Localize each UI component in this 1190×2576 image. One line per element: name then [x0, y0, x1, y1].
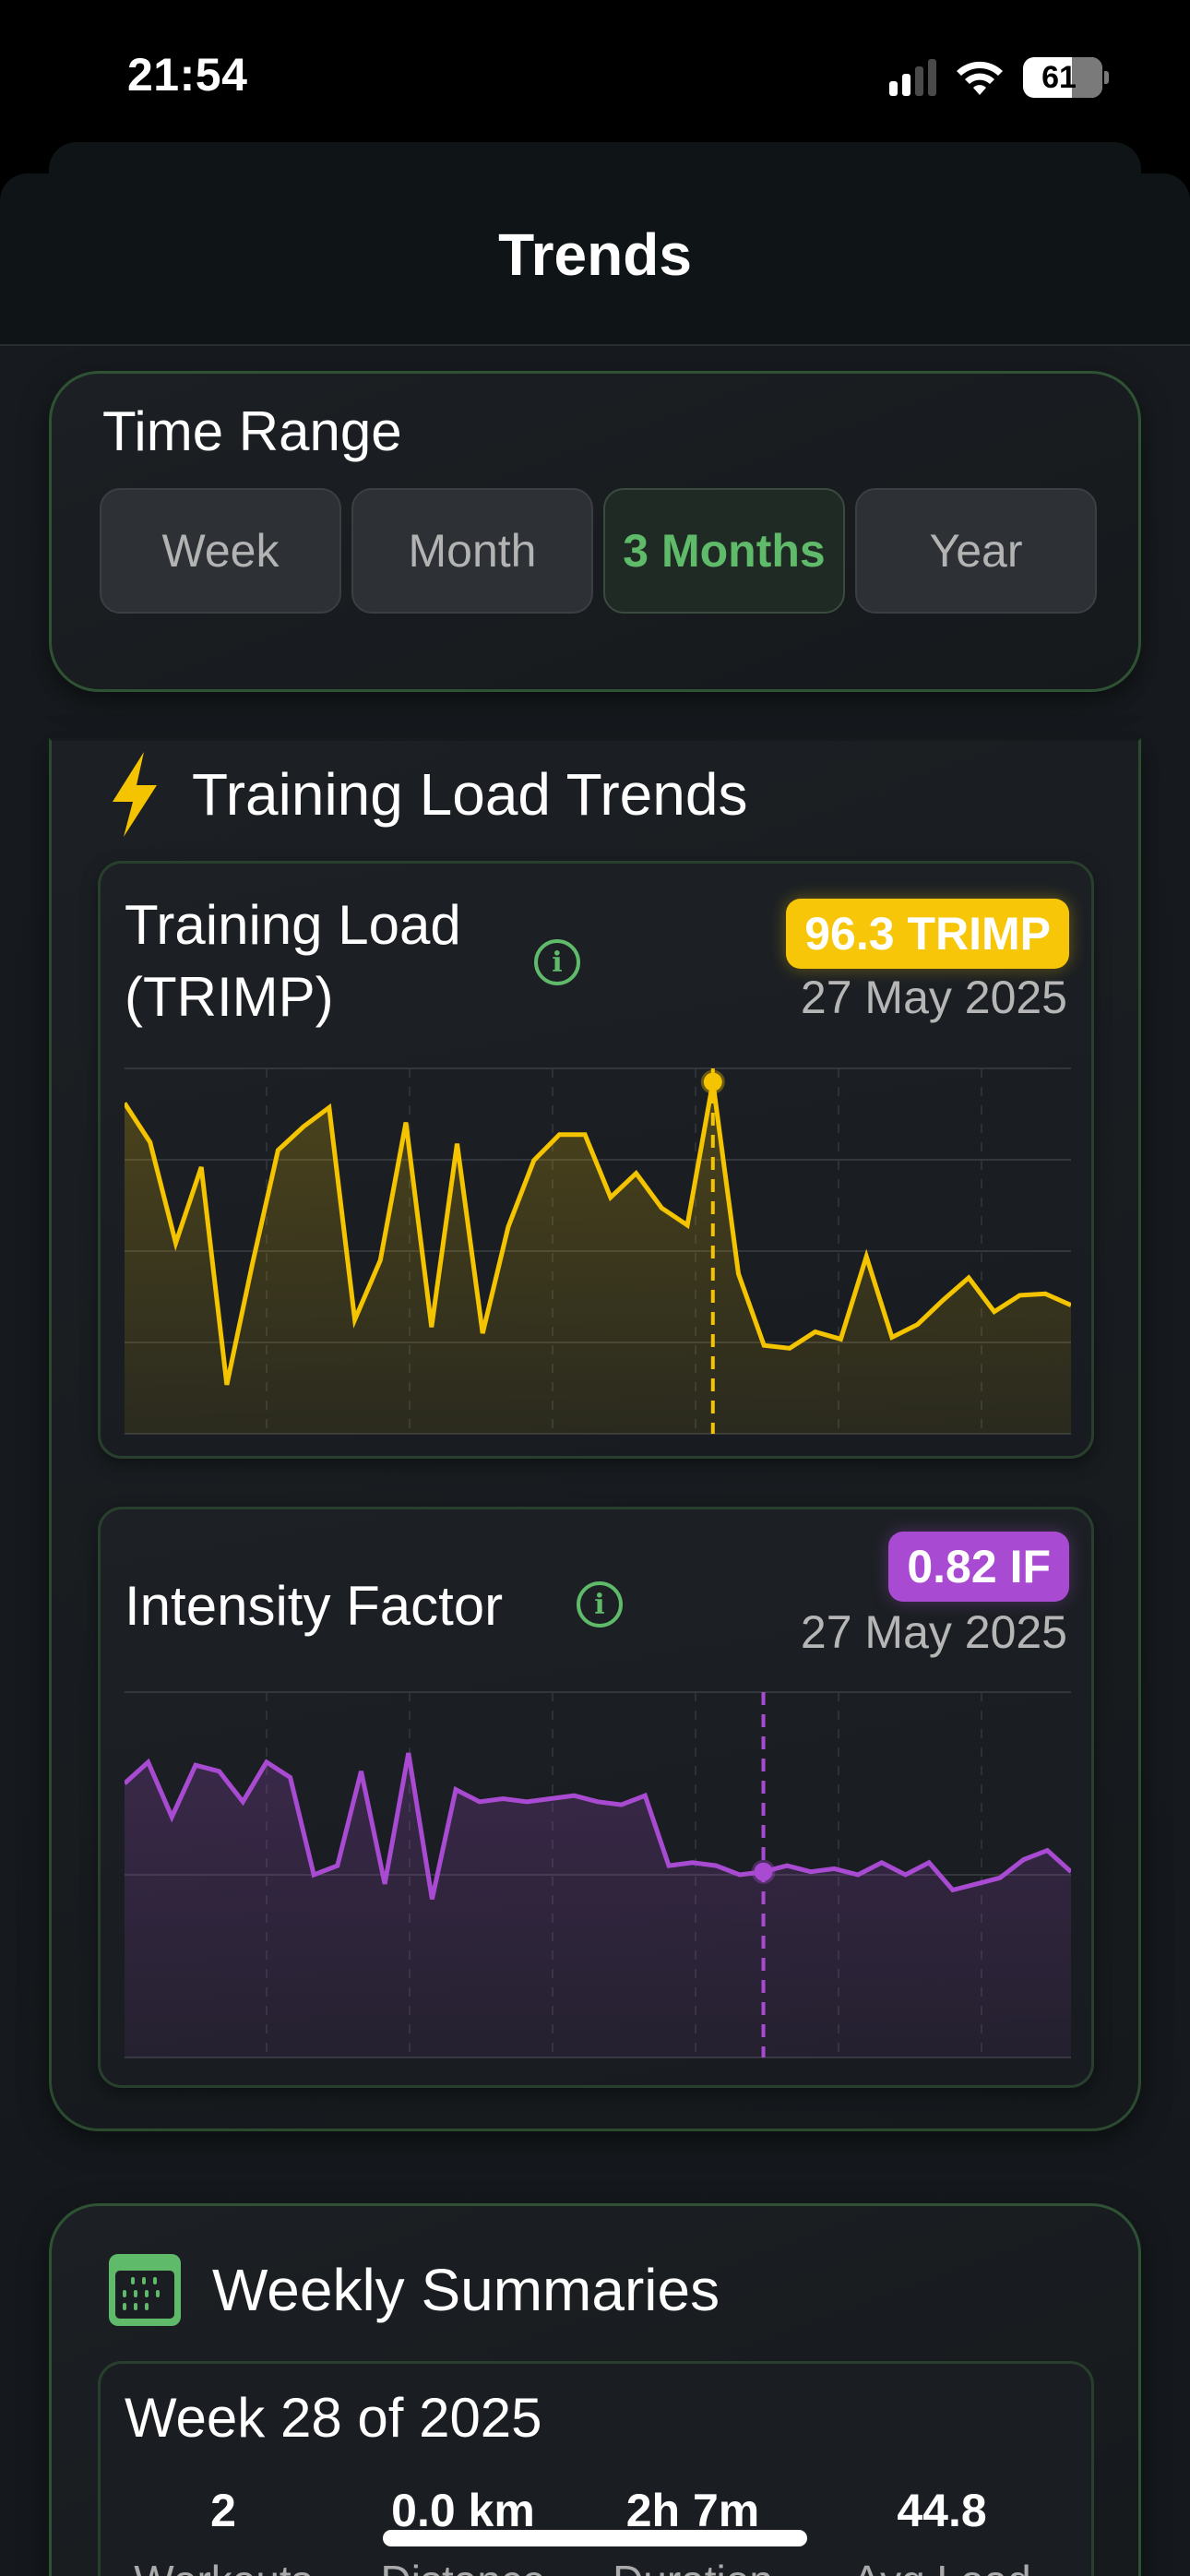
- stat-value: 44.8: [897, 2485, 987, 2536]
- stat-value: 2: [210, 2485, 236, 2536]
- status-icons: 61: [889, 57, 1109, 98]
- week-title: Week 28 of 2025: [125, 2387, 542, 2449]
- stat-label: Duration: [613, 2556, 773, 2576]
- trimp-line-chart[interactable]: [125, 1067, 1071, 1436]
- time-range-card: Time Range Week Month 3 Months Year: [49, 371, 1141, 692]
- week-stats: 2 Workouts 0.0 km Distance 2h 7m Duratio…: [101, 2484, 1091, 2576]
- intensity-value-badge: 0.82 IF: [888, 1532, 1069, 1602]
- stat-label: Avg Load: [852, 2556, 1031, 2576]
- intensity-info-icon[interactable]: i: [577, 1581, 623, 1628]
- calendar-icon: [109, 2254, 181, 2326]
- intensity-chart-card[interactable]: Intensity Factor i 0.82 IF 27 May 2025: [98, 1507, 1094, 2088]
- wifi-icon: [957, 61, 1003, 95]
- training-load-header: Training Load Trends: [107, 750, 747, 839]
- trimp-date-label: 27 May 2025: [800, 972, 1067, 1023]
- page-title: Trends: [498, 221, 692, 288]
- trimp-title: Training Load (TRIMP): [125, 889, 461, 1033]
- weekly-summaries-card: Weekly Summaries Week 28 of 2025 2 Worko…: [49, 2203, 1141, 2576]
- range-3-months-button[interactable]: 3 Months: [603, 488, 845, 614]
- intensity-date-label: 27 May 2025: [800, 1606, 1067, 1658]
- trimp-info-icon[interactable]: i: [534, 939, 580, 985]
- nav-header: Trends: [0, 173, 1190, 346]
- stat-value: 2h 7m: [625, 2485, 760, 2536]
- home-indicator[interactable]: [383, 2530, 807, 2546]
- battery-level: 61: [1041, 59, 1077, 95]
- stat-label: Workouts: [134, 2556, 312, 2576]
- cellular-signal-icon: [889, 59, 936, 96]
- stat-duration: 2h 7m Duration: [580, 2484, 805, 2576]
- weekly-header: Weekly Summaries: [107, 2252, 720, 2328]
- time-range-label: Time Range: [102, 400, 402, 462]
- trimp-value-badge: 96.3 TRIMP: [786, 899, 1069, 969]
- status-bar: 21:54 61: [0, 0, 1190, 138]
- status-time: 21:54: [127, 49, 248, 101]
- training-load-card: Training Load Trends Training Load (TRIM…: [49, 738, 1141, 2131]
- intensity-title: Intensity Factor: [125, 1575, 504, 1637]
- bolt-icon: [113, 752, 157, 837]
- intensity-line-chart[interactable]: [125, 1690, 1071, 2059]
- range-month-button[interactable]: Month: [351, 488, 593, 614]
- battery-tip: [1104, 71, 1109, 84]
- training-load-title: Training Load Trends: [192, 761, 748, 828]
- trimp-chart-card[interactable]: Training Load (TRIMP) i 96.3 TRIMP 27 Ma…: [98, 861, 1094, 1459]
- stat-distance: 0.0 km Distance: [346, 2484, 580, 2576]
- stat-workouts: 2 Workouts: [101, 2484, 346, 2576]
- stat-label: Distance: [381, 2556, 546, 2576]
- stat-value: 0.0 km: [391, 2485, 535, 2536]
- stat-avg-load: 44.8 Avg Load: [805, 2484, 1078, 2576]
- battery-icon: 61: [1023, 57, 1102, 98]
- range-year-button[interactable]: Year: [855, 488, 1097, 614]
- weekly-title: Weekly Summaries: [212, 2257, 720, 2323]
- trimp-title-line1: Training Load: [125, 894, 461, 956]
- trimp-title-line2: (TRIMP): [125, 966, 334, 1028]
- range-week-button[interactable]: Week: [100, 488, 341, 614]
